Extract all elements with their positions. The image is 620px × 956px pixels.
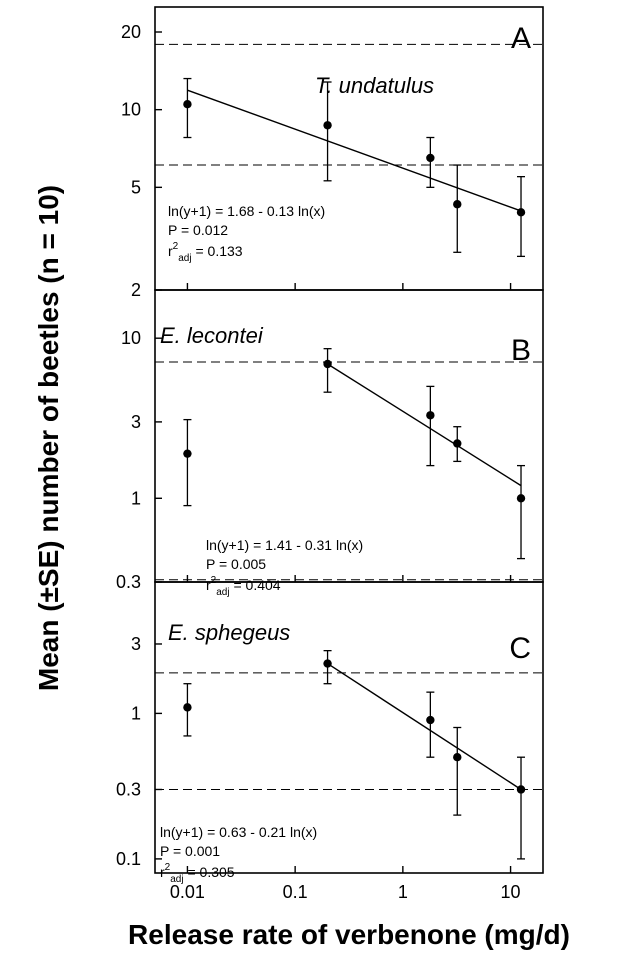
- species-label: E. lecontei: [160, 323, 264, 348]
- regression-line: [187, 89, 522, 212]
- y-tick-label: 10: [121, 100, 141, 120]
- regression-equation: ln(y+1) = 1.68 - 0.13 ln(x): [168, 203, 325, 219]
- x-tick-label: 1: [398, 882, 408, 902]
- data-point: [516, 208, 526, 217]
- panel-letter: C: [509, 632, 531, 665]
- r-squared-adjusted: r2adj = 0.133: [168, 241, 243, 264]
- r-squared-part: adj: [178, 253, 191, 264]
- data-point: [516, 785, 526, 794]
- y-tick-label: 5: [131, 177, 141, 197]
- y-tick-label: 10: [121, 328, 141, 348]
- x-tick-label: 0.1: [283, 882, 308, 902]
- data-point: [516, 494, 526, 503]
- y-tick-label: 3: [131, 412, 141, 432]
- r-squared-part: adj: [170, 874, 183, 885]
- data-point: [183, 449, 192, 458]
- data-point: [426, 715, 435, 725]
- r-squared-part: = 0.305: [184, 864, 235, 880]
- p-value: P = 0.012: [168, 222, 228, 238]
- data-point: [453, 439, 462, 448]
- data-point: [183, 100, 192, 109]
- data-point: [426, 153, 435, 163]
- regression-equation: ln(y+1) = 0.63 - 0.21 ln(x): [160, 824, 317, 840]
- panel-c-frame: [154, 581, 544, 874]
- r-squared-part: r: [168, 243, 173, 259]
- x-axis-title: Release rate of verbenone (mg/d): [128, 919, 570, 950]
- regression-equation: ln(y+1) = 1.41 - 0.31 ln(x): [206, 537, 363, 553]
- data-point: [323, 121, 332, 130]
- r-squared-part: = 0.133: [192, 243, 243, 259]
- data-point: [426, 411, 435, 420]
- panel-letter: B: [511, 334, 531, 367]
- r-squared-adjusted: r2adj = 0.305: [160, 862, 235, 885]
- r-squared-adjusted: r2adj = 0.404: [206, 575, 281, 598]
- r-squared-part: 2: [173, 241, 179, 252]
- regression-line: [327, 363, 522, 487]
- y-tick-label: 0.3: [116, 572, 141, 592]
- regression-line: [327, 662, 522, 791]
- x-tick-label: 0.01: [170, 882, 205, 902]
- y-tick-label: 20: [121, 22, 141, 42]
- y-tick-label: 0.1: [116, 849, 141, 869]
- data-point: [183, 703, 192, 712]
- r-squared-part: r: [206, 577, 211, 593]
- x-tick-label: 10: [501, 882, 521, 902]
- y-tick-label: 2: [131, 280, 141, 300]
- r-squared-part: = 0.404: [230, 577, 281, 593]
- data-point: [453, 200, 462, 209]
- data-point: [323, 359, 332, 369]
- p-value: P = 0.001: [160, 843, 220, 859]
- data-point: [453, 752, 462, 762]
- y-tick-label: 3: [131, 634, 141, 654]
- r-squared-part: adj: [216, 587, 229, 598]
- data-point: [323, 659, 332, 668]
- species-label: T. undatulus: [315, 73, 434, 98]
- y-tick-label: 1: [131, 488, 141, 508]
- r-squared-part: r: [160, 864, 165, 880]
- r-squared-part: 2: [165, 862, 171, 873]
- y-axis-title: Mean (±SE) number of beetles (n = 10): [33, 185, 64, 691]
- y-tick-label: 1: [131, 703, 141, 723]
- y-tick-label: 0.3: [116, 779, 141, 799]
- species-label: E. sphegeus: [168, 620, 290, 645]
- r-squared-part: 2: [211, 575, 217, 586]
- panel-letter: A: [511, 22, 531, 55]
- p-value: P = 0.005: [206, 556, 266, 572]
